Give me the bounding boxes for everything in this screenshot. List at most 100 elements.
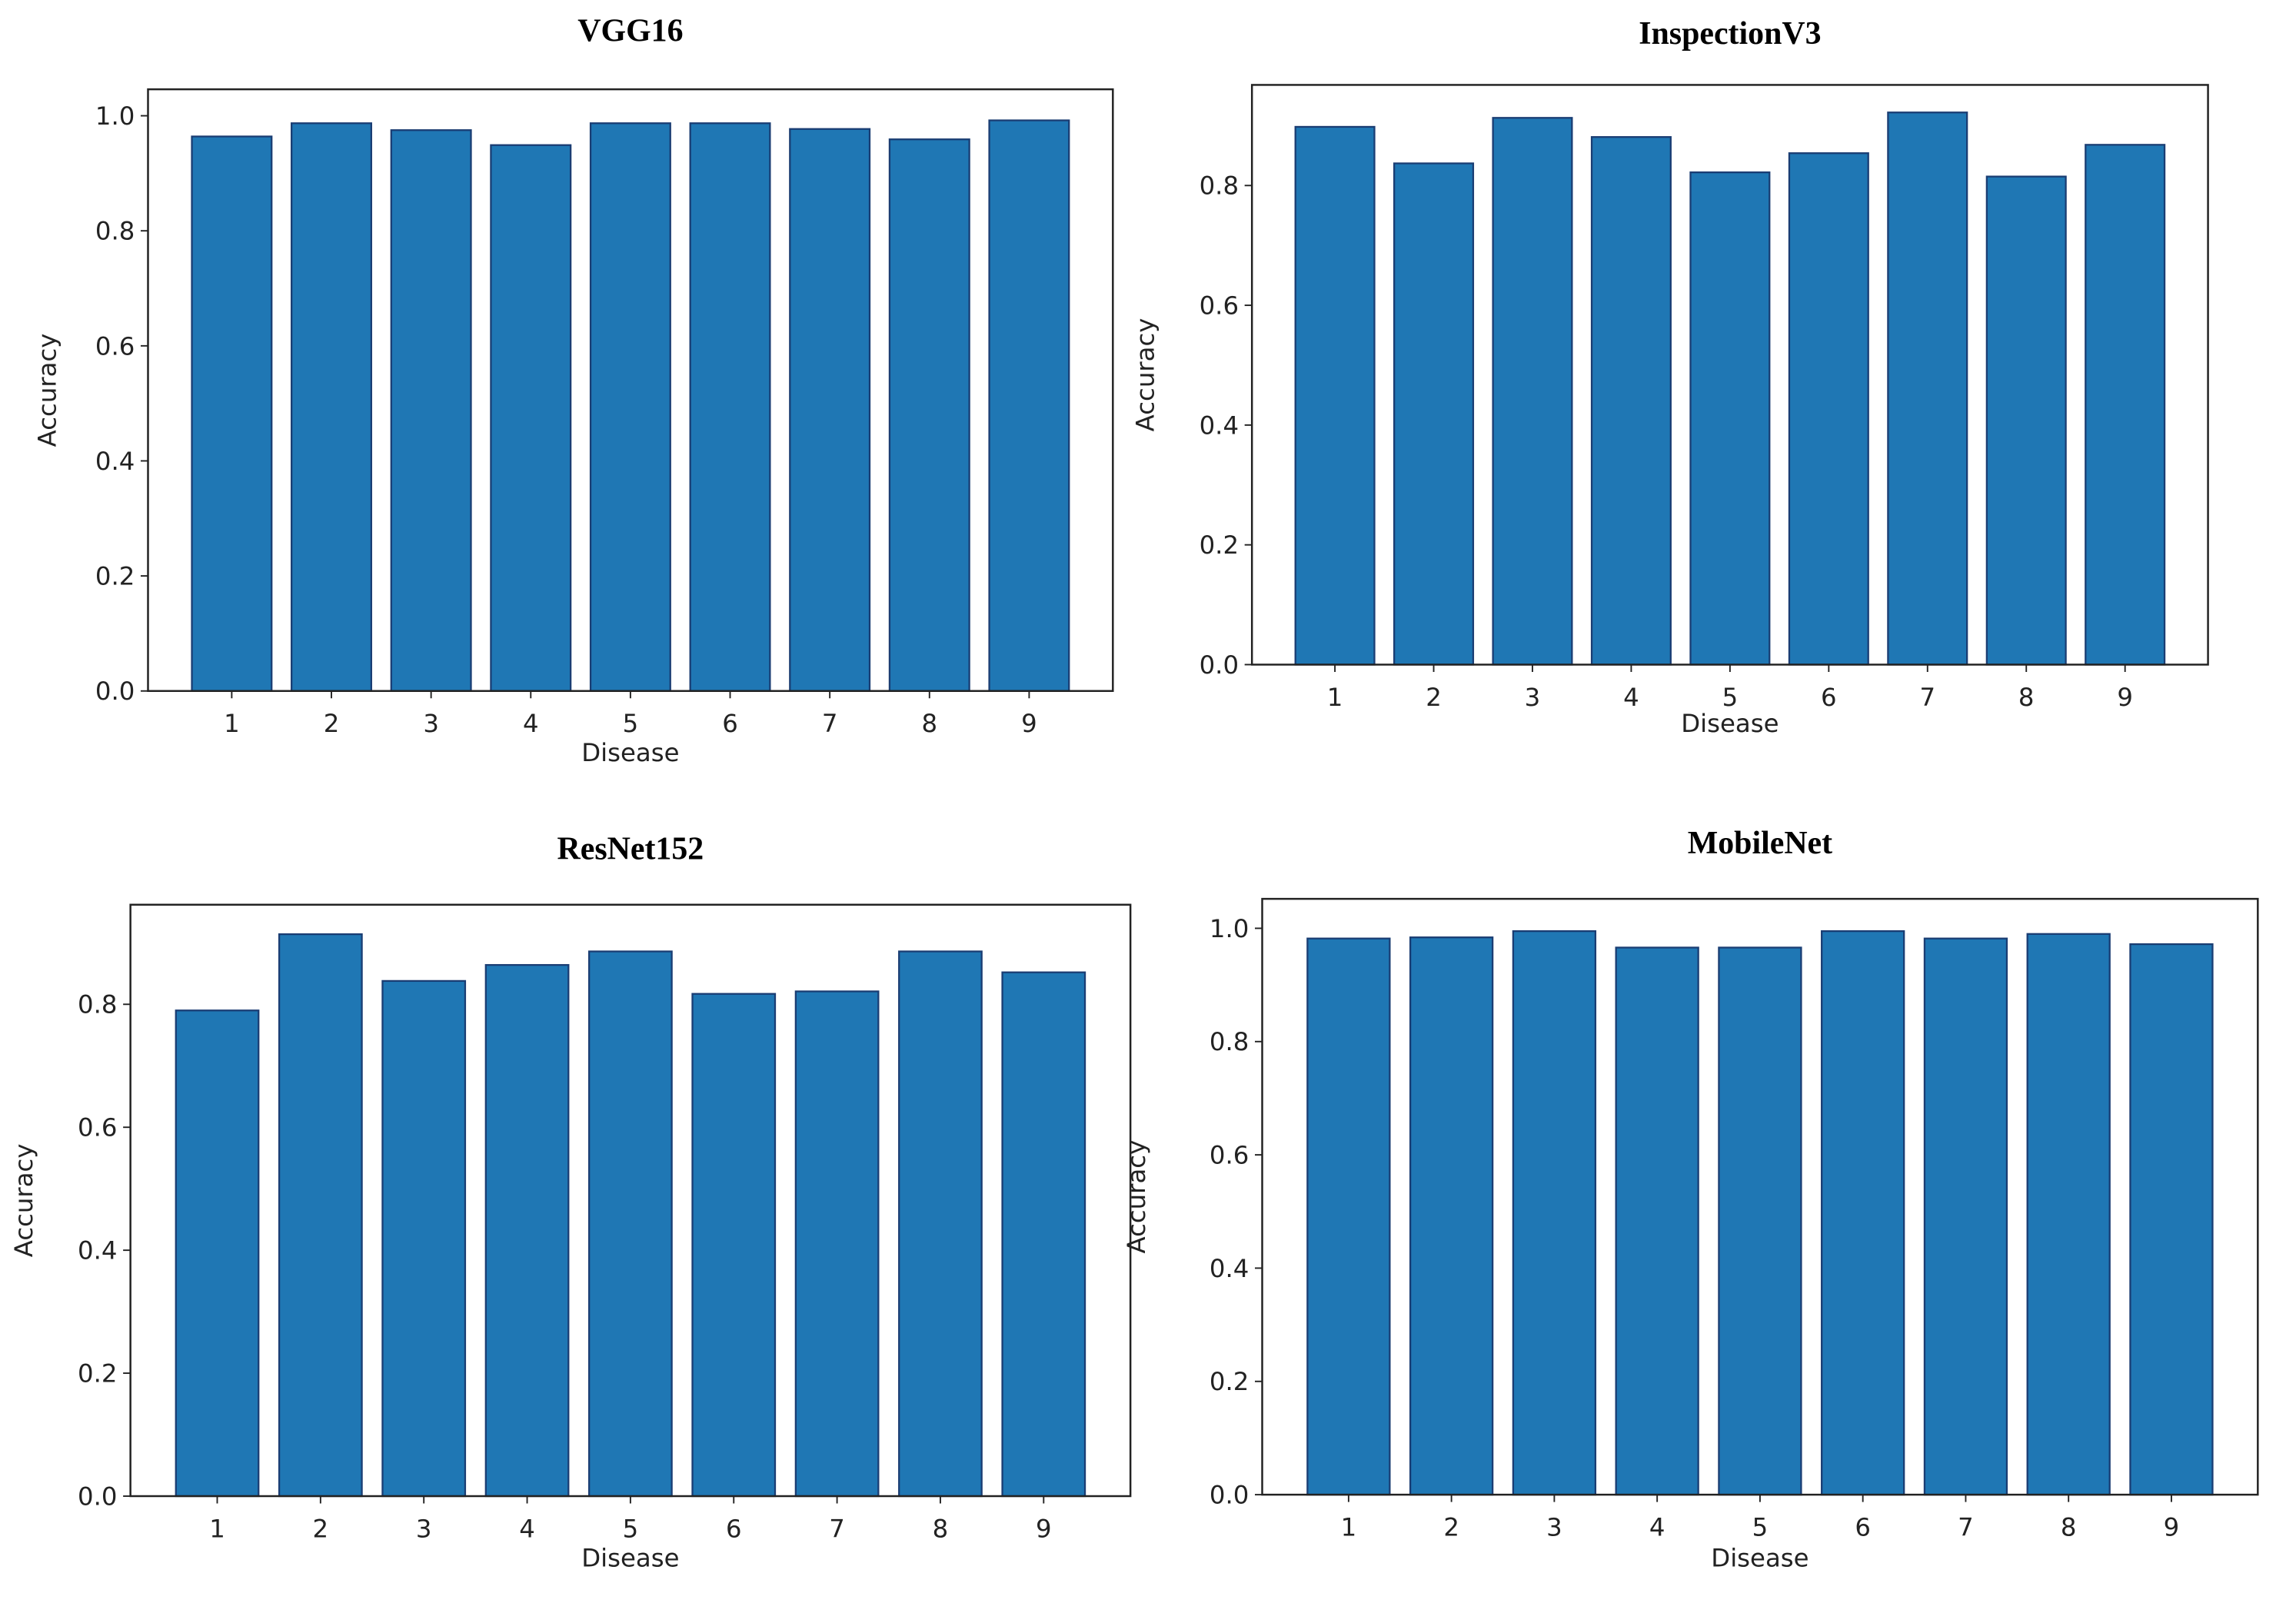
bar bbox=[988, 119, 1070, 692]
bar bbox=[1887, 111, 1968, 666]
y-tick-label: 0.2 bbox=[1210, 1367, 1249, 1396]
x-tick-label: 7 bbox=[1958, 1512, 1974, 1541]
x-tick-label: 8 bbox=[2061, 1512, 2077, 1541]
bar bbox=[898, 950, 983, 1498]
bar bbox=[1409, 936, 1494, 1496]
y-tick-label: 0.4 bbox=[1210, 1254, 1249, 1283]
x-tick-label: 2 bbox=[324, 709, 340, 738]
y-tick-label: 0.8 bbox=[78, 990, 117, 1019]
bar bbox=[794, 990, 880, 1498]
y-tick-label: 0.2 bbox=[78, 1359, 117, 1388]
x-tick-label: 6 bbox=[1821, 683, 1837, 712]
bar bbox=[691, 993, 777, 1498]
y-tick-label: 0.0 bbox=[78, 1482, 117, 1511]
bar bbox=[381, 979, 467, 1498]
bar bbox=[1615, 946, 1699, 1496]
x-tick-label: 7 bbox=[822, 709, 838, 738]
x-tick-label: 9 bbox=[2164, 1512, 2180, 1541]
y-tick-label: 0.0 bbox=[95, 677, 135, 706]
y-axis-label: Accuracy bbox=[1131, 318, 1160, 432]
bar bbox=[589, 122, 671, 692]
x-tick-label: 4 bbox=[519, 1514, 535, 1543]
y-tick-label: 0.6 bbox=[78, 1113, 117, 1142]
y-axis-label: Accuracy bbox=[9, 1143, 38, 1257]
x-axis-label: Disease bbox=[1711, 1543, 1809, 1572]
bar bbox=[278, 933, 363, 1498]
x-tick-label: 9 bbox=[1021, 709, 1037, 738]
bar bbox=[888, 138, 970, 692]
x-tick-label: 5 bbox=[1752, 1512, 1769, 1541]
bar bbox=[291, 122, 373, 692]
x-axis-label: Disease bbox=[1681, 709, 1779, 738]
x-tick-label: 6 bbox=[722, 709, 738, 738]
chart-title: VGG16 bbox=[577, 13, 683, 48]
bar bbox=[2026, 933, 2111, 1496]
axes-frame bbox=[147, 88, 1114, 692]
y-tick-label: 0.6 bbox=[1200, 291, 1239, 321]
y-tick-label: 0.8 bbox=[1200, 171, 1239, 201]
x-axis-label: Disease bbox=[581, 738, 679, 767]
y-tick-label: 0.0 bbox=[1210, 1481, 1249, 1510]
y-tick-label: 0.6 bbox=[95, 331, 135, 361]
x-tick-label: 3 bbox=[416, 1514, 432, 1543]
x-tick-label: 5 bbox=[1722, 683, 1739, 712]
y-axis-label: Accuracy bbox=[1122, 1140, 1151, 1254]
x-tick-label: 4 bbox=[1649, 1512, 1665, 1541]
bar bbox=[490, 144, 572, 692]
bar bbox=[1788, 152, 1869, 666]
x-tick-label: 3 bbox=[1525, 683, 1541, 712]
x-tick-label: 8 bbox=[933, 1514, 949, 1543]
bar bbox=[390, 129, 472, 692]
x-tick-label: 3 bbox=[1546, 1512, 1562, 1541]
x-tick-label: 7 bbox=[829, 1514, 845, 1543]
x-tick-label: 4 bbox=[523, 709, 539, 738]
x-tick-label: 6 bbox=[1855, 1512, 1871, 1541]
x-tick-label: 2 bbox=[313, 1514, 329, 1543]
x-axis-label: Disease bbox=[581, 1543, 679, 1572]
y-tick-label: 0.2 bbox=[95, 562, 135, 591]
y-tick-label: 1.0 bbox=[95, 101, 135, 131]
y-tick-label: 1.0 bbox=[1210, 914, 1249, 943]
bar bbox=[1294, 125, 1376, 666]
y-axis-label: Accuracy bbox=[33, 334, 62, 447]
bar bbox=[1590, 136, 1672, 666]
x-tick-label: 8 bbox=[921, 709, 937, 738]
x-tick-label: 1 bbox=[224, 709, 240, 738]
y-tick-label: 0.8 bbox=[95, 217, 135, 246]
chart-title: MobileNet bbox=[1688, 826, 1832, 861]
x-tick-label: 1 bbox=[1327, 683, 1343, 712]
x-tick-label: 5 bbox=[623, 1514, 639, 1543]
axes-frame bbox=[1261, 897, 2259, 1496]
x-tick-label: 2 bbox=[1426, 683, 1442, 712]
x-tick-label: 9 bbox=[2117, 683, 2133, 712]
chart-title: ResNet152 bbox=[557, 832, 704, 867]
x-tick-label: 5 bbox=[623, 709, 639, 738]
axes-frame bbox=[1250, 84, 2209, 666]
x-tick-label: 4 bbox=[1623, 683, 1639, 712]
bar bbox=[1689, 171, 1771, 666]
y-tick-label: 0.2 bbox=[1200, 530, 1239, 560]
x-tick-label: 7 bbox=[1919, 683, 1935, 712]
bar bbox=[1492, 117, 1573, 666]
x-tick-label: 3 bbox=[423, 709, 439, 738]
bar bbox=[689, 122, 771, 692]
bar bbox=[1985, 175, 2067, 666]
x-tick-label: 2 bbox=[1443, 1512, 1459, 1541]
bar bbox=[2085, 144, 2166, 666]
y-tick-label: 0.8 bbox=[1210, 1027, 1249, 1056]
x-tick-label: 1 bbox=[1341, 1512, 1357, 1541]
axes-frame bbox=[129, 903, 1132, 1498]
bar bbox=[1001, 971, 1086, 1498]
y-tick-label: 0.4 bbox=[1200, 411, 1239, 440]
bar bbox=[1821, 930, 1905, 1496]
x-tick-label: 1 bbox=[209, 1514, 225, 1543]
bar bbox=[175, 1009, 260, 1498]
bar bbox=[1306, 937, 1391, 1496]
y-tick-label: 0.6 bbox=[1210, 1141, 1249, 1170]
bar bbox=[1512, 930, 1597, 1496]
y-tick-label: 0.4 bbox=[78, 1236, 117, 1265]
x-tick-label: 6 bbox=[726, 1514, 742, 1543]
bar bbox=[789, 128, 871, 692]
